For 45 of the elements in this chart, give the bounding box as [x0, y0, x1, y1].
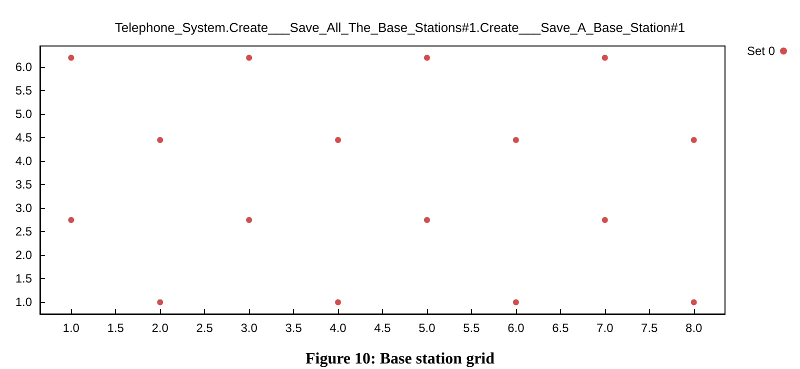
- point: [68, 54, 74, 61]
- point: [68, 216, 74, 223]
- y-tick-label: 6.0: [15, 60, 32, 74]
- y-tick-label: 1.5: [15, 272, 32, 286]
- x-tick-label: 6.0: [508, 321, 525, 335]
- y-tick-label: 3.5: [15, 178, 32, 192]
- caption: Figure 10: Base station grid: [305, 350, 495, 368]
- x-tick-label: 4.0: [330, 321, 347, 335]
- point: [512, 137, 519, 144]
- x-tick-label: 1.0: [62, 321, 80, 335]
- x-tick-label: 4.5: [374, 321, 392, 335]
- y-tick-label: 2.5: [15, 224, 32, 239]
- x-tick-label: 5.0: [418, 321, 436, 335]
- point: [335, 299, 342, 306]
- y-tick-label: 2.0: [15, 248, 32, 262]
- x-tick-label: 5.5: [463, 321, 480, 335]
- chart-title: Telephone_System.Create___Save_All_The_Base_Stations#1.Create___Save_A_Base_Station#1: [114, 20, 686, 35]
- y-tick-label: 4.0: [15, 154, 32, 168]
- legend-label: Set 0: [746, 44, 776, 58]
- y-tick-label: 4.5: [15, 130, 32, 145]
- x-tick-label: 2.5: [196, 321, 214, 335]
- point: [335, 137, 342, 144]
- x-tick-label: 3.0: [240, 321, 258, 335]
- point: [602, 216, 608, 223]
- y-tick-label: 3.0: [15, 201, 32, 216]
- x-tick-label: 8.0: [686, 321, 703, 335]
- point: [157, 299, 164, 306]
- x-tick-label: 3.5: [285, 321, 302, 335]
- point: [246, 216, 252, 223]
- point: [157, 137, 164, 144]
- x-tick-label: 1.5: [107, 321, 124, 335]
- x-tick-label: 6.5: [552, 321, 570, 335]
- point: [602, 54, 608, 61]
- point: [512, 299, 519, 306]
- y-tick-label: 5.5: [15, 84, 32, 98]
- x-tick-label: 7.5: [641, 321, 658, 335]
- y-tick-label: 1.0: [15, 295, 32, 310]
- point: [690, 299, 697, 306]
- x-tick-label: 2.0: [152, 321, 169, 335]
- point: [246, 54, 252, 61]
- y-tick-label: 5.0: [15, 107, 32, 122]
- point: [690, 137, 697, 144]
- point: [424, 54, 430, 61]
- point: [424, 216, 430, 223]
- x-tick-label: 7.0: [596, 321, 614, 335]
